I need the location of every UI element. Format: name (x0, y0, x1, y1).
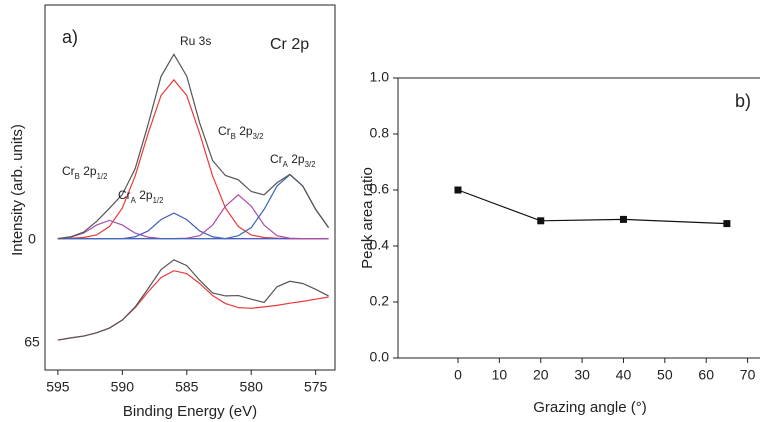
data-point (454, 186, 462, 194)
x-tick-label: 595 (46, 379, 70, 395)
x-tick-label: 70 (740, 367, 756, 383)
annotation-text: Cr (62, 164, 75, 178)
spectrum-label: 65 (24, 334, 40, 350)
annotation-subscript: B (231, 132, 236, 141)
y-tick-label: 0.4 (370, 237, 390, 253)
x-tick-label: 60 (698, 367, 714, 383)
annotation-text: a) (62, 27, 78, 47)
annotation: a) (62, 27, 78, 47)
x-tick-label: 20 (533, 367, 549, 383)
annotation: Ru 3s (180, 34, 211, 48)
annotation-text: Cr (270, 152, 283, 166)
data-point (723, 220, 731, 228)
x-tick-label: 30 (574, 367, 590, 383)
annotation: CrA 2p3/2 (270, 152, 315, 168)
x-tick-label: 10 (492, 367, 508, 383)
annotation-subscript: A (283, 160, 289, 169)
y-tick-label: 0.6 (370, 181, 390, 197)
annotation-text: b) (735, 91, 751, 111)
series-line (457, 189, 727, 225)
x-tick-label: 0 (454, 367, 462, 383)
x-tick-label: 50 (657, 367, 673, 383)
annotation-text: Cr (118, 188, 131, 202)
annotation-subscript: A (131, 196, 137, 205)
annotation-text: Cr 2p (270, 36, 309, 53)
series-line (57, 173, 330, 240)
y-axis-label: Peak area ratio (359, 167, 376, 269)
x-tick-label: 580 (240, 379, 264, 395)
annotation-subscript: 1/2 (153, 196, 164, 205)
annotation-subscript: B (75, 172, 80, 181)
annotation-subscript: 3/2 (253, 132, 264, 141)
annotation-text: Cr (218, 124, 231, 138)
series-line (57, 219, 329, 240)
annotation: b) (735, 91, 751, 111)
x-axis-label: Grazing angle (°) (533, 399, 647, 416)
y-tick-label: 0.8 (370, 125, 390, 141)
x-tick-label: 40 (616, 367, 632, 383)
annotation-subscript: 3/2 (305, 160, 316, 169)
annotation-text: 2p (80, 164, 97, 178)
data-point (537, 217, 545, 225)
series-line (57, 53, 330, 240)
y-tick-label: 0.0 (370, 349, 390, 365)
series-line (57, 194, 329, 240)
y-axis-label: Intensity (arb. units) (9, 124, 26, 256)
y-tick-label: 1.0 (370, 69, 390, 85)
annotation-text: 2p (136, 188, 153, 202)
annotation: CrA 2p1/2 (118, 188, 163, 204)
annotation: CrB 2p3/2 (218, 124, 263, 140)
x-tick-label: 575 (304, 379, 328, 395)
annotation-subscript: 1/2 (97, 172, 108, 181)
plot-frame (44, 4, 336, 371)
x-tick-label: 590 (111, 379, 135, 395)
annotation: Cr 2p (270, 36, 309, 53)
annotation-text: 2p (236, 124, 253, 138)
series-line (57, 259, 329, 341)
annotation-text: Ru 3s (180, 34, 211, 48)
x-tick-label: 585 (175, 379, 199, 395)
series-line (57, 270, 329, 341)
annotation-text: 2p (288, 152, 305, 166)
y-tick-label: 0.2 (370, 293, 390, 309)
series-line (57, 212, 329, 240)
x-axis-label: Binding Energy (eV) (123, 403, 257, 420)
annotation: CrB 2p1/2 (62, 164, 107, 180)
data-point (619, 215, 627, 223)
spectrum-label: 0 (28, 231, 36, 247)
